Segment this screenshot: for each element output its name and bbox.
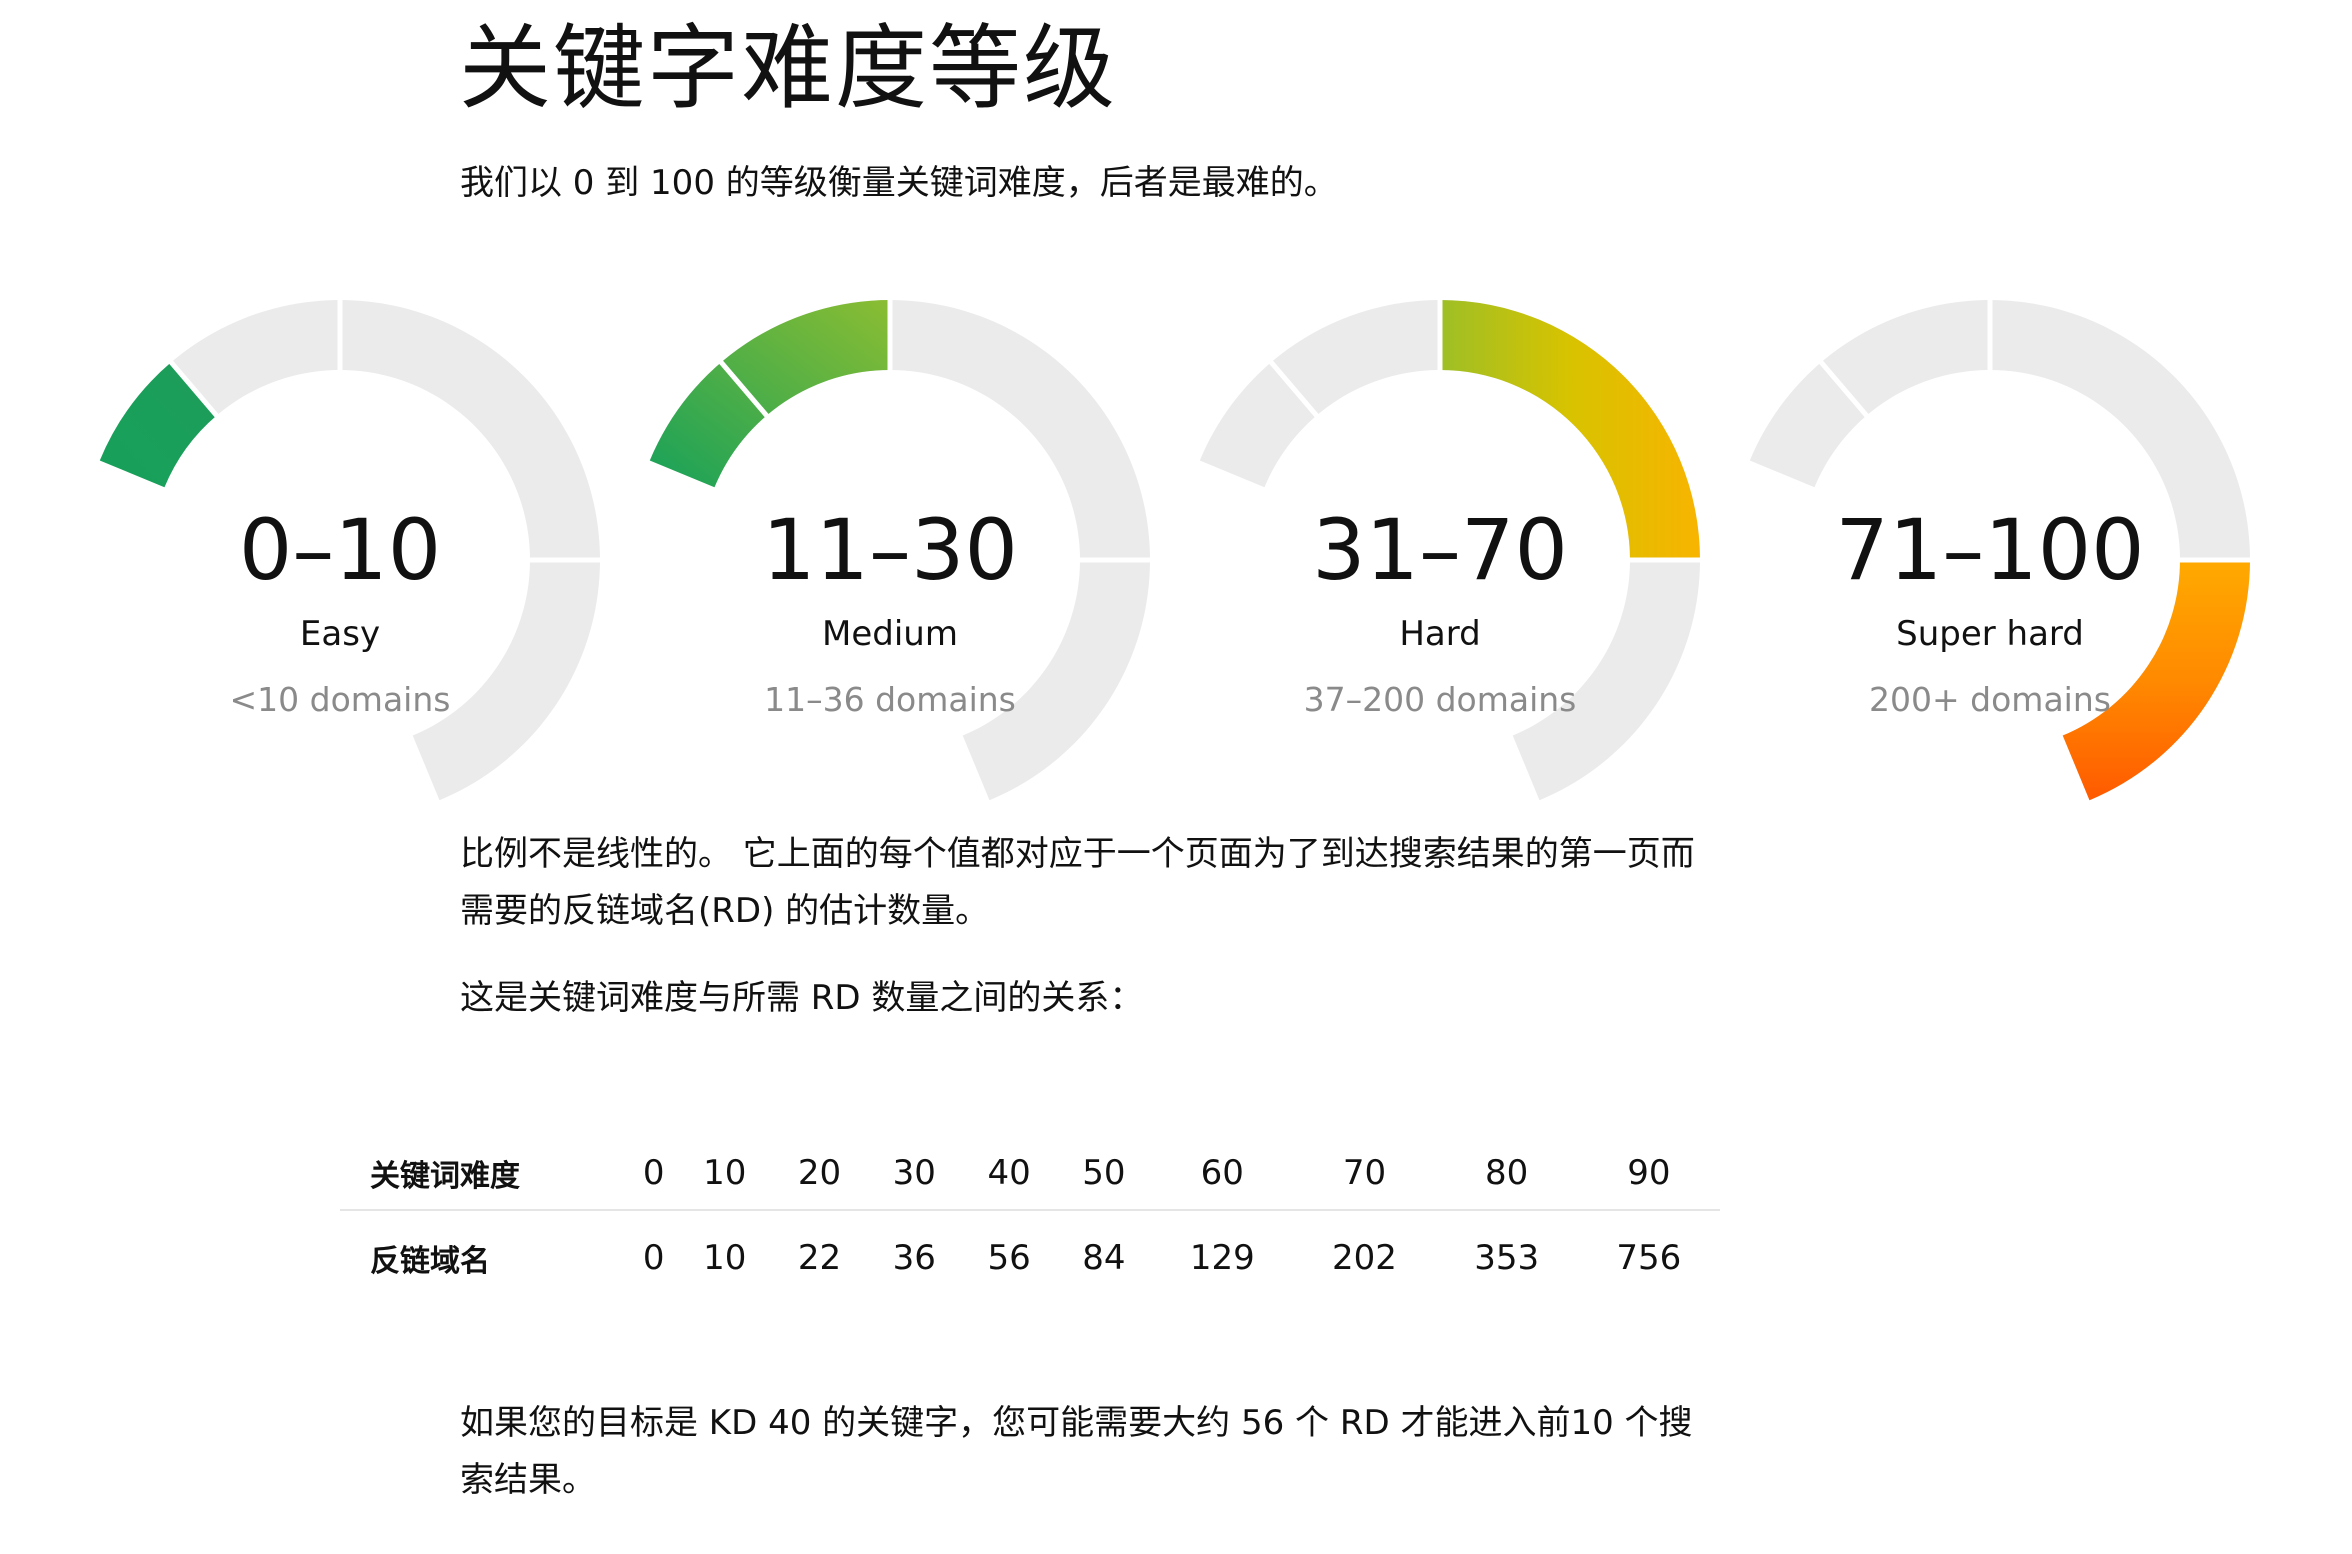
gauge-domains: 37–200 domains (1303, 680, 1577, 719)
gauge-hard: 31–70 Hard 37–200 domains (1170, 290, 1710, 801)
table-cell: 60 (1151, 1137, 1294, 1211)
gauge-domains: <10 domains (229, 680, 451, 719)
gauge-dividers (716, 296, 1154, 563)
table-cell: 10 (703, 1238, 747, 1278)
gauge-dividers (166, 296, 604, 563)
row-header-kd: 关键词难度 (340, 1137, 630, 1211)
table-cell: 129 (1189, 1238, 1255, 1278)
gauge-super-hard: 71–100 Super hard 200+ domains (1720, 290, 2260, 801)
table-cell: 70 (1293, 1137, 1436, 1211)
gauge-divider (1266, 357, 1322, 421)
gauge-fill (99, 362, 217, 488)
scale-explanation: 比例不是线性的。 它上面的每个值都对应于一个页面为了到达搜索结果的第一页而需要的… (460, 834, 1695, 931)
row-header-rd: 反链域名 (370, 1244, 490, 1279)
gauge-track (649, 299, 1150, 801)
gauge-track (1749, 299, 2250, 801)
gauge-range: 11–30 (762, 501, 1018, 599)
table-cell: 10 (677, 1137, 773, 1211)
table-row: 反链域名 0 10 22 36 56 84 129 202 353 756 (340, 1210, 1720, 1305)
gauge-track (99, 299, 601, 801)
gauge-divider (716, 357, 772, 421)
table-cell: 20 (772, 1137, 867, 1211)
relationship-intro: 这是关键词难度与所需 RD 数量之间的关系： (460, 978, 1144, 1018)
table-cell: 353 (1474, 1238, 1540, 1278)
gauge-hard-meter (1199, 296, 1704, 801)
gauge-domains: 11–36 domains (764, 680, 1016, 719)
gauge-easy: 0–10 Easy <10 domains (70, 290, 610, 801)
page-intro: 我们以 0 到 100 的等级衡量关键词难度，后者是最难的。 (460, 163, 1338, 203)
table-cell: 40 (961, 1137, 1057, 1211)
gauge-range: 31–70 (1312, 501, 1568, 599)
table-cell: 30 (866, 1137, 962, 1211)
gauge-divider (166, 357, 222, 421)
gauge-dividers (1266, 296, 1704, 563)
table-cell: 56 (987, 1238, 1031, 1278)
table-cell: 0 (630, 1137, 678, 1211)
gauge-label: Easy (299, 614, 381, 654)
table-cell: 36 (892, 1238, 936, 1278)
table-cell: 84 (1082, 1238, 1126, 1278)
example-note: 如果您的目标是 KD 40 的关键字，您可能需要大约 56 个 RD 才能进入前… (460, 1403, 1693, 1500)
gauge-dividers (1816, 296, 2254, 563)
table-cell: 50 (1056, 1137, 1152, 1211)
gauge-easy-meter (99, 296, 604, 801)
gauge-label: Super hard (1896, 614, 2084, 654)
table-cell: 90 (1577, 1137, 1720, 1211)
gauge-fill (649, 300, 890, 488)
gauge-medium-meter (649, 296, 1154, 801)
gauge-label: Hard (1399, 614, 1481, 654)
table-cell: 0 (642, 1238, 665, 1278)
table-row: 关键词难度 0 10 20 30 40 50 60 70 80 90 (340, 1137, 1720, 1211)
table-cell: 202 (1332, 1238, 1397, 1278)
page-title: 关键字难度等级 (459, 15, 1118, 122)
gauge-divider (1816, 357, 1872, 421)
gauge-fill (2062, 560, 2250, 801)
kd-rd-table: 关键词难度 0 10 20 30 40 50 60 70 80 90 反链域名 … (340, 1137, 1720, 1305)
gauge-medium: 11–30 Medium 11–36 domains (620, 290, 1160, 801)
gauge-fill (1440, 300, 1700, 560)
gauge-super-hard-meter (1749, 296, 2254, 801)
gauge-domains: 200+ domains (1869, 680, 2111, 719)
table-cell: 80 (1435, 1137, 1578, 1211)
gauge-range: 71–100 (1835, 501, 2145, 599)
gauge-label: Medium (822, 614, 958, 654)
table-cell: 756 (1616, 1238, 1682, 1278)
gauge-range: 0–10 (238, 501, 442, 599)
table-cell: 22 (797, 1238, 842, 1278)
